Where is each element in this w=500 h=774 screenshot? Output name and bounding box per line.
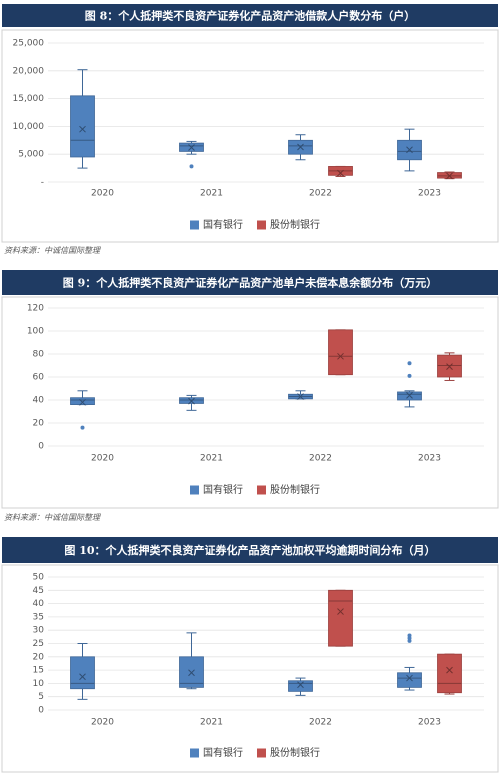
x-tick-label: 2021	[200, 454, 223, 464]
x-tick-label: 2022	[309, 189, 332, 199]
y-tick-label: 20,000	[13, 66, 45, 76]
mean-marker	[297, 681, 304, 689]
x-tick-label: 2020	[91, 454, 114, 464]
legend-label: 国有银行	[203, 483, 243, 496]
y-tick-label: -	[41, 178, 44, 188]
mean-marker	[188, 144, 195, 151]
y-tick-label: 50	[33, 573, 45, 583]
mean-marker	[297, 393, 304, 400]
mean-marker	[297, 143, 304, 151]
box	[70, 95, 95, 158]
y-tick-label: 25,000	[13, 39, 45, 49]
legend-label: 股份制银行	[270, 746, 320, 759]
y-tick-label: 35	[33, 612, 44, 622]
mean-marker	[188, 669, 195, 677]
mean-marker	[337, 352, 344, 360]
y-tick-label: 20	[33, 419, 45, 429]
y-tick-label: 5	[38, 692, 44, 702]
x-tick-label: 2021	[200, 718, 223, 728]
mean-marker	[446, 172, 453, 180]
x-tick-label: 2023	[418, 454, 441, 464]
y-tick-label: 40	[33, 599, 45, 609]
outlier	[407, 633, 412, 638]
panel-border	[1, 29, 499, 243]
source-note: 资料来源：中诚信国际整理	[4, 513, 101, 522]
legend-swatch	[190, 220, 199, 230]
box	[328, 329, 353, 376]
outlier	[189, 164, 194, 169]
y-tick-label: 10,000	[13, 122, 45, 132]
y-tick-label: 45	[33, 586, 44, 596]
y-tick-label: 0	[38, 706, 44, 716]
box	[288, 680, 313, 692]
mean-marker	[337, 608, 344, 615]
mean-marker	[79, 398, 86, 406]
y-tick-label: 15	[33, 666, 44, 676]
legend-swatch	[190, 748, 199, 758]
legend-swatch	[257, 748, 266, 758]
panel-border	[1, 564, 499, 773]
header-bar	[2, 270, 498, 295]
mean-marker	[446, 666, 453, 674]
outlier	[407, 373, 412, 378]
x-tick-label: 2022	[309, 718, 332, 728]
x-tick-label: 2020	[91, 189, 114, 199]
legend-swatch	[257, 485, 266, 495]
box	[437, 653, 462, 694]
legend-label: 股份制银行	[270, 218, 320, 231]
mean-marker	[406, 146, 413, 154]
mean-marker	[406, 674, 413, 682]
chart-title: 图 8：个人抵押类不良资产证券化产品资产池借款人户数分布（户）	[85, 9, 415, 23]
header-bar	[2, 537, 498, 563]
x-tick-label: 2023	[418, 718, 441, 728]
chart-title: 图 10：个人抵押类不良资产证券化产品资产池加权平均逾期时间分布（月）	[64, 543, 435, 557]
y-tick-label: 15,000	[13, 94, 45, 104]
y-tick-label: 40	[33, 396, 45, 406]
mean-marker	[79, 125, 86, 133]
outlier	[407, 361, 412, 366]
box	[70, 656, 95, 690]
legend-swatch	[190, 485, 199, 495]
y-tick-label: 80	[33, 350, 45, 360]
box	[328, 589, 353, 647]
y-tick-label: 0	[38, 442, 44, 452]
x-tick-label: 2021	[200, 189, 223, 199]
legend-label: 股份制银行	[270, 483, 320, 496]
mean-marker	[337, 169, 344, 177]
legend-label: 国有银行	[203, 746, 243, 759]
legend-label: 国有银行	[203, 218, 243, 231]
y-tick-label: 100	[27, 327, 44, 337]
mean-marker	[188, 397, 195, 405]
y-tick-label: 10	[33, 679, 45, 689]
y-tick-label: 30	[33, 626, 45, 636]
y-tick-label: 20	[33, 652, 45, 662]
mean-marker	[79, 673, 86, 681]
x-tick-label: 2023	[418, 189, 441, 199]
y-tick-label: 25	[33, 639, 44, 649]
chart-title: 图 9：个人抵押类不良资产证券化产品资产池单户未偿本息余额分布（万元）	[63, 276, 437, 290]
y-tick-label: 60	[33, 373, 45, 383]
box	[397, 672, 422, 688]
outlier	[80, 425, 85, 430]
x-tick-label: 2022	[309, 454, 332, 464]
legend-swatch	[257, 220, 266, 230]
mean-marker	[446, 363, 453, 371]
mean-marker	[406, 392, 413, 399]
y-tick-label: 5,000	[18, 150, 44, 160]
panel-border	[1, 296, 499, 509]
y-tick-label: 120	[27, 304, 44, 314]
source-note: 资料来源：中诚信国际整理	[4, 246, 101, 255]
box	[70, 397, 95, 406]
x-tick-label: 2020	[91, 718, 114, 728]
header-bar	[2, 4, 498, 27]
